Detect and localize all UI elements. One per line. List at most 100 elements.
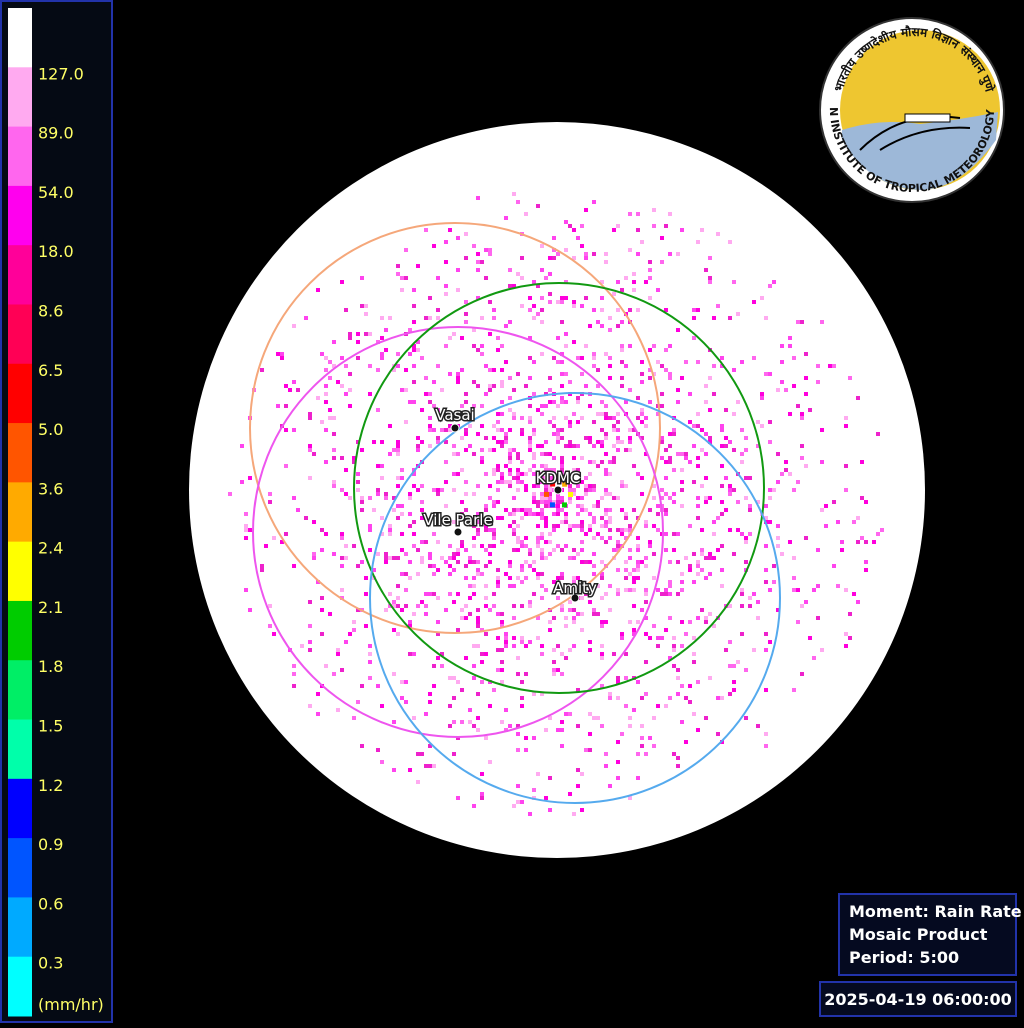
echo-pixel — [264, 544, 268, 548]
echo-pixel — [472, 576, 476, 580]
echo-pixel — [520, 604, 524, 608]
echo-pixel — [532, 452, 536, 456]
echo-pixel — [484, 248, 488, 252]
echo-pixel — [404, 588, 408, 592]
echo-pixel — [384, 496, 388, 500]
echo-pixel — [668, 432, 672, 436]
echo-pixel — [672, 532, 676, 536]
echo-pixel — [472, 592, 476, 596]
echo-pixel — [672, 636, 676, 640]
echo-pixel — [556, 432, 560, 436]
echo-pixel — [636, 416, 640, 420]
echo-pixel — [552, 512, 556, 516]
echo-pixel — [668, 616, 672, 620]
echo-pixel — [560, 548, 564, 552]
echo-pixel — [780, 472, 784, 476]
echo-pixel — [248, 528, 252, 532]
echo-pixel — [500, 476, 504, 480]
echo-pixel — [572, 812, 576, 816]
echo-pixel — [356, 340, 360, 344]
echo-pixel — [536, 576, 540, 580]
echo-pixel — [688, 420, 692, 424]
echo-pixel — [740, 360, 744, 364]
echo-pixel — [804, 464, 808, 468]
echo-pixel — [632, 576, 636, 580]
echo-pixel — [564, 616, 568, 620]
echo-pixel — [608, 584, 612, 588]
echo-pixel — [656, 412, 660, 416]
echo-pixel — [768, 420, 772, 424]
echo-pixel — [508, 484, 512, 488]
echo-pixel — [396, 448, 400, 452]
echo-pixel — [788, 472, 792, 476]
echo-pixel — [856, 516, 860, 520]
echo-pixel — [688, 620, 692, 624]
echo-pixel — [332, 484, 336, 488]
echo-pixel — [396, 352, 400, 356]
echo-pixel — [496, 480, 500, 484]
echo-pixel — [540, 692, 544, 696]
echo-pixel — [416, 444, 420, 448]
echo-pixel — [724, 408, 728, 412]
echo-pixel — [436, 364, 440, 368]
echo-pixel — [616, 440, 620, 444]
echo-pixel — [600, 576, 604, 580]
echo-pixel — [876, 532, 880, 536]
echo-pixel — [548, 552, 552, 556]
legend-label: 8.6 — [38, 301, 63, 320]
echo-pixel — [556, 508, 560, 512]
echo-pixel — [688, 460, 692, 464]
echo-pixel — [668, 212, 672, 216]
echo-pixel — [820, 428, 824, 432]
echo-pixel — [456, 376, 460, 380]
echo-pixel — [664, 508, 668, 512]
echo-pixel — [360, 684, 364, 688]
echo-pixel — [584, 484, 588, 488]
echo-pixel — [604, 512, 608, 516]
echo-pixel — [632, 288, 636, 292]
echo-pixel — [464, 320, 468, 324]
echo-pixel — [580, 504, 584, 508]
echo-pixel — [720, 484, 724, 488]
echo-pixel — [520, 680, 524, 684]
echo-pixel — [720, 444, 724, 448]
echo-pixel — [472, 404, 476, 408]
echo-pixel — [504, 508, 508, 512]
echo-pixel — [408, 352, 412, 356]
echo-pixel — [684, 556, 688, 560]
echo-pixel — [380, 464, 384, 468]
echo-pixel — [284, 532, 288, 536]
echo-pixel — [608, 608, 612, 612]
echo-pixel — [552, 432, 556, 436]
echo-pixel — [864, 560, 868, 564]
echo-pixel — [364, 624, 368, 628]
echo-pixel — [388, 592, 392, 596]
echo-pixel — [636, 776, 640, 780]
echo-pixel — [468, 556, 472, 560]
echo-pixel — [820, 508, 824, 512]
echo-pixel — [348, 372, 352, 376]
echo-pixel — [584, 344, 588, 348]
echo-pixel — [352, 628, 356, 632]
echo-pixel — [560, 400, 564, 404]
echo-pixel — [324, 356, 328, 360]
echo-pixel — [436, 620, 440, 624]
echo-pixel — [592, 444, 596, 448]
echo-pixel — [528, 564, 532, 568]
echo-pixel — [540, 556, 544, 560]
legend-label: 6.5 — [38, 361, 63, 380]
echo-pixel — [556, 300, 560, 304]
echo-pixel — [320, 352, 324, 356]
echo-pixel — [548, 468, 552, 472]
echo-pixel — [592, 612, 596, 616]
echo-pixel — [492, 368, 496, 372]
echo-pixel — [544, 796, 548, 800]
timestamp: 2025-04-19 06:00:00 — [824, 990, 1012, 1009]
echo-pixel — [712, 364, 716, 368]
info-line: Moment: Rain Rate — [849, 902, 1022, 921]
echo-pixel — [428, 552, 432, 556]
echo-pixel — [560, 576, 564, 580]
echo-pixel — [292, 564, 296, 568]
echo-pixel — [572, 444, 576, 448]
echo-pixel — [476, 484, 480, 488]
